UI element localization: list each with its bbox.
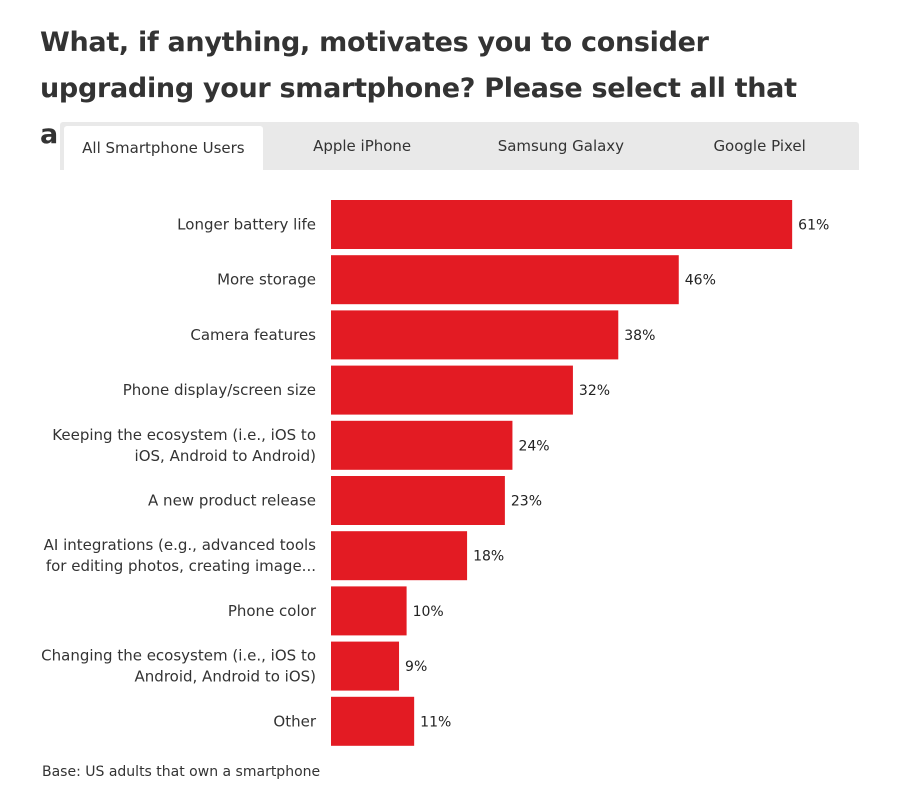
category-label: Longer battery life — [177, 216, 316, 234]
value-label: 38% — [624, 328, 655, 344]
value-label: 61% — [798, 218, 829, 234]
bar-5 — [331, 476, 505, 525]
category-label: Changing the ecosystem (i.e., iOS to Andr… — [41, 647, 316, 686]
category-label: Keeping the ecosystem (i.e., iOS to iOS, … — [52, 426, 316, 465]
bar-7 — [331, 586, 407, 636]
value-label: 32% — [579, 383, 610, 399]
category-label: Phone display/screen size — [123, 381, 316, 399]
bar-3 — [331, 365, 573, 415]
category-label: Camera features — [190, 326, 316, 344]
segment-tab-bar: All Smartphone Users Apple iPhone Samsun… — [60, 122, 859, 170]
value-label: 23% — [511, 494, 542, 510]
page-title: What, if anything, motivates you to cons… — [40, 27, 797, 150]
bar-chart: Longer battery life 61% More storage 46% Cam… — [41, 200, 829, 746]
value-label: 18% — [473, 549, 504, 565]
tab-google-pixel[interactable]: Google Pixel — [713, 137, 806, 155]
value-label: 10% — [413, 604, 444, 620]
value-label: 11% — [420, 714, 451, 730]
tab-all-smartphone-users[interactable]: All Smartphone Users — [64, 126, 263, 170]
bar-1 — [331, 255, 679, 305]
value-label: 46% — [685, 273, 716, 289]
bar-0 — [331, 200, 793, 249]
value-label: 24% — [518, 438, 549, 454]
tab-apple-iphone[interactable]: Apple iPhone — [313, 137, 412, 155]
category-label: AI integrations (e.g., advanced tools for… — [44, 536, 317, 575]
category-label: More storage — [217, 271, 316, 289]
value-label: 9% — [405, 659, 427, 675]
category-label: Other — [273, 712, 316, 730]
bar-9 — [331, 696, 415, 746]
bar-6 — [331, 531, 468, 581]
category-label: A new product release — [148, 492, 316, 510]
bar-4 — [331, 420, 513, 470]
base-footnote: Base: US adults that own a smartphone — [42, 764, 321, 780]
tab-samsung-galaxy[interactable]: Samsung Galaxy — [497, 137, 625, 155]
bar-8 — [331, 641, 400, 691]
category-label: Phone color — [228, 602, 317, 620]
bar-2 — [331, 310, 619, 360]
